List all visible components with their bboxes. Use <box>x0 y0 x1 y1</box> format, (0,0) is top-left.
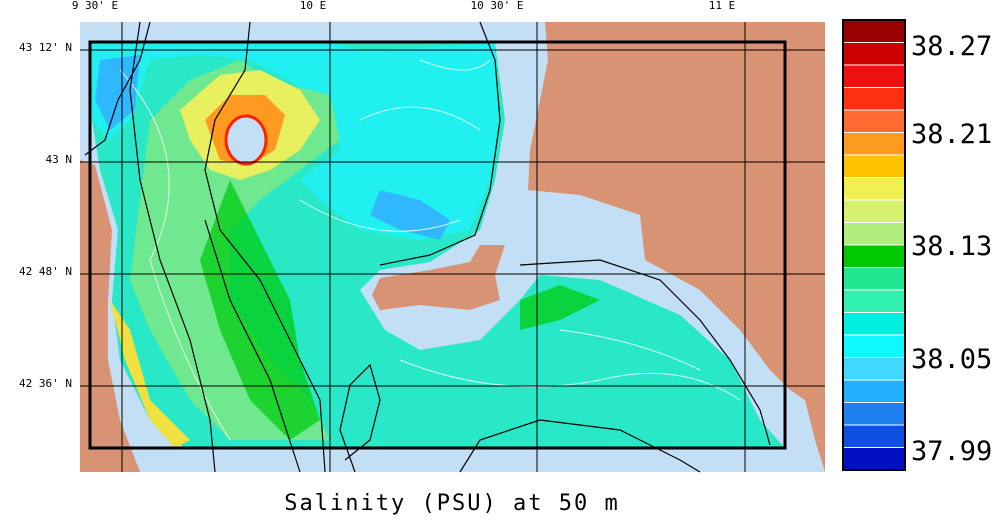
latitude-label: 43 N <box>46 153 73 166</box>
map <box>80 21 825 473</box>
colorbar-band <box>842 64 906 88</box>
low-salinity-area <box>90 42 500 240</box>
latitude-label: 42 36' N <box>19 377 72 390</box>
colorbar-band <box>842 334 906 358</box>
colorbar-band <box>842 154 906 178</box>
latitude-label: 43 12' N <box>19 41 72 54</box>
longitude-label: 11 E <box>709 0 736 12</box>
colorbar-label: 38.05 <box>911 344 992 375</box>
longitude-label: 10 30' E <box>471 0 524 12</box>
colorbar-band <box>842 19 906 43</box>
coastal-front <box>110 300 190 448</box>
colorbar-band <box>842 267 906 291</box>
colorbar-band <box>842 244 906 268</box>
longitude-label: 10 E <box>300 0 327 12</box>
colorbar-label: 38.21 <box>911 119 992 150</box>
isohaline <box>119 59 741 441</box>
island <box>372 245 505 310</box>
colorbar-frame <box>842 19 906 471</box>
colorbar-band <box>842 177 906 201</box>
salinity-core <box>200 180 600 440</box>
colorbar-band <box>842 109 906 133</box>
colorbar-label: 37.99 <box>911 436 992 467</box>
colorbar-band <box>842 289 906 313</box>
colorbar-band <box>842 42 906 66</box>
colorbar-band <box>842 357 906 381</box>
map-title: Salinity (PSU) at 50 m <box>284 491 619 516</box>
colorbar-band <box>842 379 906 403</box>
colorbar-band <box>842 87 906 111</box>
colorbar-band <box>842 199 906 223</box>
colorbar-label: 38.13 <box>911 231 992 262</box>
colorbar-band <box>842 402 906 426</box>
colorbar-band <box>842 424 906 448</box>
longitude-label: 9 30' E <box>72 0 118 12</box>
latitude-label: 42 48' N <box>19 265 72 278</box>
colorbar-band <box>842 222 906 246</box>
eddy <box>224 114 268 166</box>
colorbar-band <box>842 447 906 471</box>
bathymetry-contour <box>84 21 771 473</box>
model-domain-box <box>88 40 787 450</box>
colorbar-band <box>842 132 906 156</box>
colorbar-label: 38.27 <box>911 31 992 62</box>
fresh-patch <box>95 55 450 240</box>
colorbar-band <box>842 312 906 336</box>
